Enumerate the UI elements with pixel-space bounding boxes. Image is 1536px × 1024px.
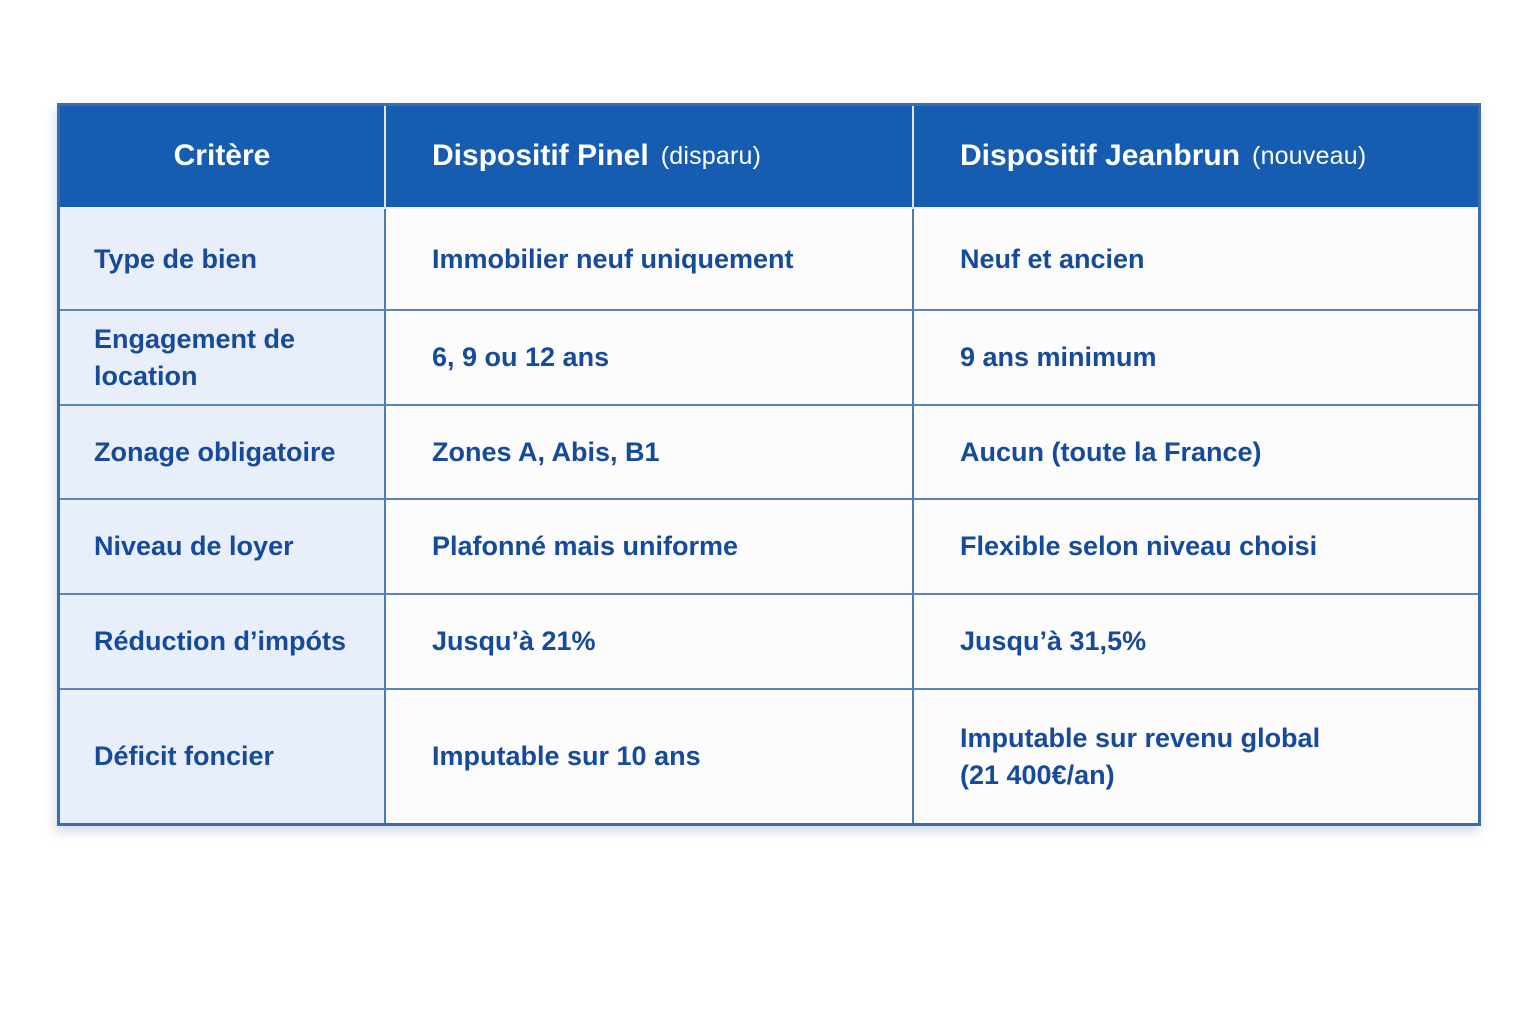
header-jeanbrun-tag: (nouveau): [1252, 141, 1367, 170]
row-label-deficit-foncier: Déficit foncier: [60, 688, 384, 823]
cell-jeanbrun-zonage: Aucun (toute la France): [912, 404, 1478, 498]
cell-pinel-type-de-bien: Immobilier neuf uniquement: [384, 209, 912, 309]
cell-jeanbrun-niveau-loyer: Flexible selon niveau choisi: [912, 498, 1478, 593]
header-pinel-tag: (disparu): [660, 141, 762, 170]
comparison-table: Critère Dispositif Pinel (disparu) Dispo…: [57, 103, 1481, 826]
header-criteria: Critère: [60, 106, 384, 209]
row-label-zonage: Zonage obligatoire: [60, 404, 384, 498]
row-label-engagement: Engagement de location: [60, 309, 384, 404]
header-pinel-title: Dispositif Pinel: [432, 139, 649, 173]
cell-pinel-reduction-impots: Jusqu’à 21%: [384, 593, 912, 688]
header-jeanbrun: Dispositif Jeanbrun (nouveau): [912, 106, 1478, 209]
header-jeanbrun-title: Dispositif Jeanbrun: [960, 139, 1241, 173]
cell-jeanbrun-reduction-impots: Jusqu’à 31,5%: [912, 593, 1478, 688]
cell-jeanbrun-engagement: 9 ans minimum: [912, 309, 1478, 404]
cell-pinel-niveau-loyer: Plafonné mais uniforme: [384, 498, 912, 593]
row-label-reduction-impots: Réduction d’impóts: [60, 593, 384, 688]
row-label-type-de-bien: Type de bien: [60, 209, 384, 309]
header-pinel: Dispositif Pinel (disparu): [384, 106, 912, 209]
cell-pinel-zonage: Zones A, Abis, B1: [384, 404, 912, 498]
cell-jeanbrun-deficit-foncier: Imputable sur revenu global (21 400€/an): [912, 688, 1478, 823]
cell-pinel-engagement: 6, 9 ou 12 ans: [384, 309, 912, 404]
cell-jeanbrun-type-de-bien: Neuf et ancien: [912, 209, 1478, 309]
header-criteria-label: Critère: [173, 139, 271, 173]
row-label-niveau-loyer: Niveau de loyer: [60, 498, 384, 593]
cell-pinel-deficit-foncier: Imputable sur 10 ans: [384, 688, 912, 823]
